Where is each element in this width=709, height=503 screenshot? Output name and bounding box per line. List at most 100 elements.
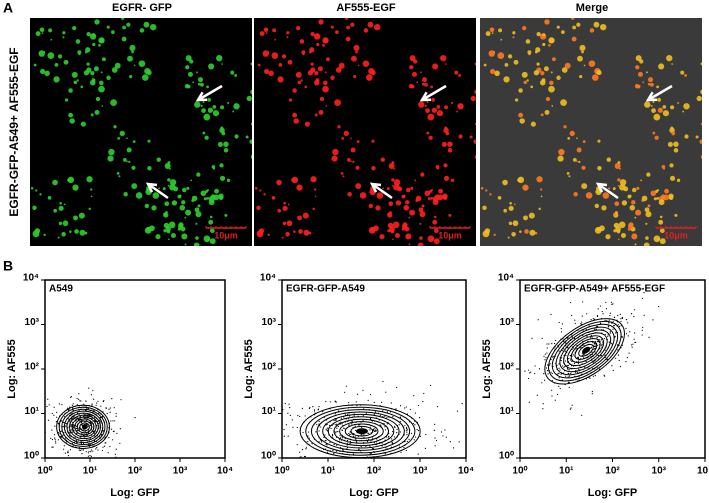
- event-dot: [76, 397, 78, 400]
- event-dot: [593, 318, 596, 320]
- event-dot: [422, 400, 424, 403]
- event-dot: [553, 342, 556, 345]
- vesicle: [287, 203, 290, 206]
- vesicle: [250, 89, 252, 95]
- event-dot: [344, 438, 346, 440]
- event-dot: [115, 456, 117, 458]
- vesicle: [209, 228, 215, 234]
- event-dot: [80, 440, 82, 443]
- vesicle: [189, 59, 194, 64]
- event-dot: [556, 373, 559, 375]
- event-dot: [102, 446, 104, 448]
- event-dot: [88, 450, 90, 453]
- x-tick-label: 10²: [367, 466, 382, 477]
- event-dot: [53, 406, 55, 408]
- event-dot: [326, 423, 328, 426]
- event-dot: [561, 350, 564, 352]
- event-dot: [113, 407, 115, 409]
- vesicle: [671, 131, 676, 136]
- y-tick-label: 10⁴: [498, 273, 514, 284]
- vesicle: [322, 44, 325, 47]
- vesicle: [627, 194, 632, 199]
- vesicle: [224, 213, 228, 217]
- vesicle: [184, 243, 187, 246]
- vesicle: [347, 191, 352, 197]
- vesicle: [86, 176, 93, 183]
- event-dot: [100, 405, 102, 407]
- event-dot: [607, 334, 609, 336]
- event-dot: [317, 408, 320, 410]
- event-dot: [384, 429, 387, 431]
- event-dot: [53, 434, 56, 436]
- arrow: [197, 84, 223, 102]
- vesicle: [549, 80, 554, 86]
- y-axis-label: Log: AF555: [481, 339, 493, 399]
- vesicle: [170, 233, 176, 239]
- vesicle: [544, 19, 550, 25]
- event-dot: [599, 305, 602, 307]
- event-dot: [91, 403, 93, 405]
- vesicle: [208, 199, 215, 206]
- event-dot: [60, 435, 62, 438]
- event-dot: [609, 312, 612, 314]
- vesicle: [548, 44, 551, 47]
- event-dot: [72, 403, 74, 405]
- vesicle: [325, 105, 328, 107]
- vesicle: [629, 205, 636, 211]
- vesicle: [93, 66, 99, 72]
- vesicle: [670, 105, 675, 110]
- vesicle: [265, 32, 268, 34]
- event-dot: [105, 442, 107, 444]
- event-dot: [337, 430, 339, 433]
- x-axis-label: Log: GFP: [110, 487, 160, 499]
- vesicle: [71, 71, 78, 78]
- vesicle: [410, 84, 415, 89]
- event-dot: [626, 357, 628, 359]
- vesicle: [673, 148, 679, 153]
- event-dot: [323, 436, 325, 438]
- event-dot: [564, 375, 567, 377]
- vesicle: [340, 171, 344, 175]
- vesicle: [326, 57, 330, 62]
- vesicle: [121, 36, 127, 42]
- event-dot: [63, 445, 65, 447]
- event-dot: [101, 416, 104, 418]
- density-contour: [69, 414, 99, 440]
- vesicle: [296, 184, 303, 191]
- y-tick-label: 10²: [25, 362, 40, 373]
- vesicle: [582, 140, 586, 144]
- density-contour: [356, 428, 368, 435]
- vesicle: [310, 31, 315, 37]
- vesicle: [392, 221, 400, 229]
- event-dot: [78, 449, 80, 451]
- event-dot: [558, 321, 560, 324]
- vesicle: [117, 137, 121, 140]
- vesicle: [179, 205, 186, 211]
- event-dot: [543, 355, 545, 357]
- event-dot: [433, 429, 435, 431]
- vesicle: [39, 68, 46, 75]
- event-dot: [86, 407, 88, 409]
- vesicle: [661, 165, 666, 169]
- event-dot: [348, 418, 350, 420]
- vesicle: [350, 137, 352, 140]
- vesicle: [599, 23, 607, 31]
- event-dot: [54, 437, 56, 439]
- event-dot: [94, 419, 96, 421]
- event-dot: [106, 412, 108, 415]
- event-dot: [94, 435, 96, 437]
- event-dot: [413, 439, 415, 441]
- event-dot: [73, 426, 75, 429]
- event-dot: [621, 316, 624, 319]
- vesicle: [570, 18, 575, 20]
- vesicle: [129, 74, 133, 79]
- vesicle: [647, 204, 651, 208]
- vesicle: [526, 79, 529, 82]
- vesicle: [356, 140, 360, 144]
- vesicle: [422, 77, 428, 83]
- event-dot: [632, 343, 634, 345]
- vesicle: [424, 190, 431, 197]
- event-dot: [658, 305, 660, 308]
- vesicle: [135, 192, 143, 199]
- event-dot: [611, 303, 613, 305]
